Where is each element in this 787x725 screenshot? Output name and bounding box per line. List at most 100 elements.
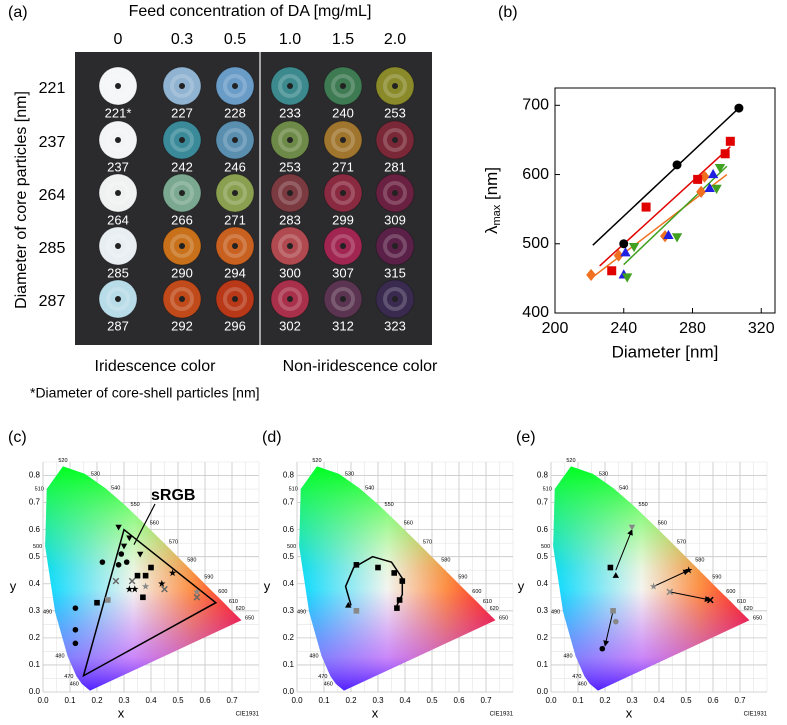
marker — [628, 242, 640, 253]
cell-label: 271 — [224, 212, 246, 227]
wavelength-label: 500 — [541, 544, 550, 550]
y-tick-label: 0.2 — [283, 633, 295, 642]
marker — [725, 136, 735, 146]
x-tick-label: 0.3 — [372, 696, 384, 705]
wavelength-label: 460 — [70, 681, 79, 687]
disc-ring — [170, 128, 194, 152]
y-tick-label: 0.0 — [537, 687, 549, 696]
x-tick-label: 0.2 — [91, 696, 103, 705]
disc-hole — [232, 83, 238, 89]
arrow — [603, 610, 614, 647]
row-label: 285 — [39, 240, 66, 257]
marker — [672, 160, 682, 170]
marker — [72, 605, 79, 611]
disc-ring — [331, 128, 355, 152]
marker — [394, 605, 400, 611]
disc-hole — [340, 243, 346, 249]
disc-hole — [392, 137, 398, 143]
y-tick-label: 0.7 — [537, 498, 549, 507]
disc-hole — [115, 296, 121, 302]
panel-label: (e) — [516, 429, 536, 446]
wavelength-label: 460 — [578, 681, 587, 687]
cell-label: 296 — [224, 318, 246, 333]
disc-ring — [331, 74, 355, 98]
marker — [112, 577, 120, 585]
y-tick-label: 500 — [522, 235, 549, 252]
disc-hole — [340, 190, 346, 196]
wavelength-label: 590 — [712, 575, 721, 581]
disc-ring — [106, 234, 130, 258]
wavelength-label: 580 — [695, 558, 704, 564]
disc-ring — [331, 234, 355, 258]
y-tick-label: 0.4 — [283, 579, 295, 588]
marker — [141, 582, 150, 590]
disc-hole — [287, 137, 293, 143]
cell-label: 309 — [384, 212, 406, 227]
disc-ring — [383, 74, 407, 98]
marker — [734, 103, 744, 113]
y-tick-label: 0.7 — [29, 498, 41, 507]
wavelength-label: 460 — [324, 681, 333, 687]
wavelength-label: 620 — [744, 606, 753, 612]
y-tick-label: 0.8 — [537, 471, 549, 480]
marker — [105, 597, 111, 603]
wavelength-label: 580 — [441, 558, 450, 564]
disc-hole — [179, 296, 185, 302]
column-label: 2.0 — [384, 31, 406, 48]
wavelength-label: 650 — [499, 615, 508, 621]
wavelength-label: 490 — [43, 610, 52, 616]
disc-ring — [331, 287, 355, 311]
wavelength-label: 610 — [229, 599, 238, 605]
column-label: 1.0 — [279, 31, 301, 48]
cell-label: 281 — [384, 159, 406, 174]
marker — [134, 572, 141, 579]
y-tick-label: 0.3 — [283, 606, 295, 615]
cell-label: 300 — [279, 265, 301, 280]
disc-hole — [392, 83, 398, 89]
wavelength-label: 510 — [289, 487, 298, 493]
marker — [696, 185, 707, 198]
disc-hole — [392, 243, 398, 249]
x-tick-label: 0.1 — [572, 696, 584, 705]
cell-label: 302 — [279, 318, 301, 333]
y-tick-label: 0.1 — [283, 660, 295, 669]
x-tick-label: 240 — [610, 320, 637, 337]
disc-ring — [170, 287, 194, 311]
disc-ring — [278, 128, 302, 152]
wavelength-label: 470 — [318, 674, 327, 680]
marker — [641, 202, 651, 212]
cell-label: 221* — [105, 105, 132, 120]
marker — [399, 578, 406, 584]
disc-ring — [170, 181, 194, 205]
row-label: 237 — [39, 134, 66, 151]
disc-ring — [278, 74, 302, 98]
disc-hole — [115, 83, 121, 89]
chromaticity-diagram — [553, 466, 750, 691]
line — [599, 146, 731, 267]
wavelength-label: 540 — [111, 485, 120, 491]
disc-ring — [106, 74, 130, 98]
x-tick-label: 0.4 — [653, 696, 665, 705]
disc-hole — [179, 137, 185, 143]
marker — [148, 564, 154, 571]
x-tick-label: 0.0 — [291, 696, 303, 705]
y-tick-label: 0.1 — [29, 660, 41, 669]
marker — [706, 596, 714, 604]
cell-label: 323 — [384, 318, 406, 333]
y-tick-label: 0.4 — [29, 579, 41, 588]
group-label: Non-iridescence color — [283, 358, 438, 375]
wavelength-label: 600 — [218, 589, 227, 595]
cell-label: 228 — [224, 105, 246, 120]
marker — [586, 268, 597, 281]
x-tick-label: 0.2 — [345, 696, 357, 705]
wavelength-label: 560 — [658, 521, 667, 527]
cell-label: 233 — [279, 105, 301, 120]
wavelength-label: 610 — [737, 599, 746, 605]
y-axis-label-part: max — [491, 204, 503, 225]
wavelength-label: 550 — [385, 502, 394, 508]
disc-ring — [383, 234, 407, 258]
y-tick-label: 0.4 — [537, 579, 549, 588]
marker — [613, 249, 624, 262]
wavelength-label: 480 — [563, 653, 572, 659]
line — [592, 107, 740, 246]
